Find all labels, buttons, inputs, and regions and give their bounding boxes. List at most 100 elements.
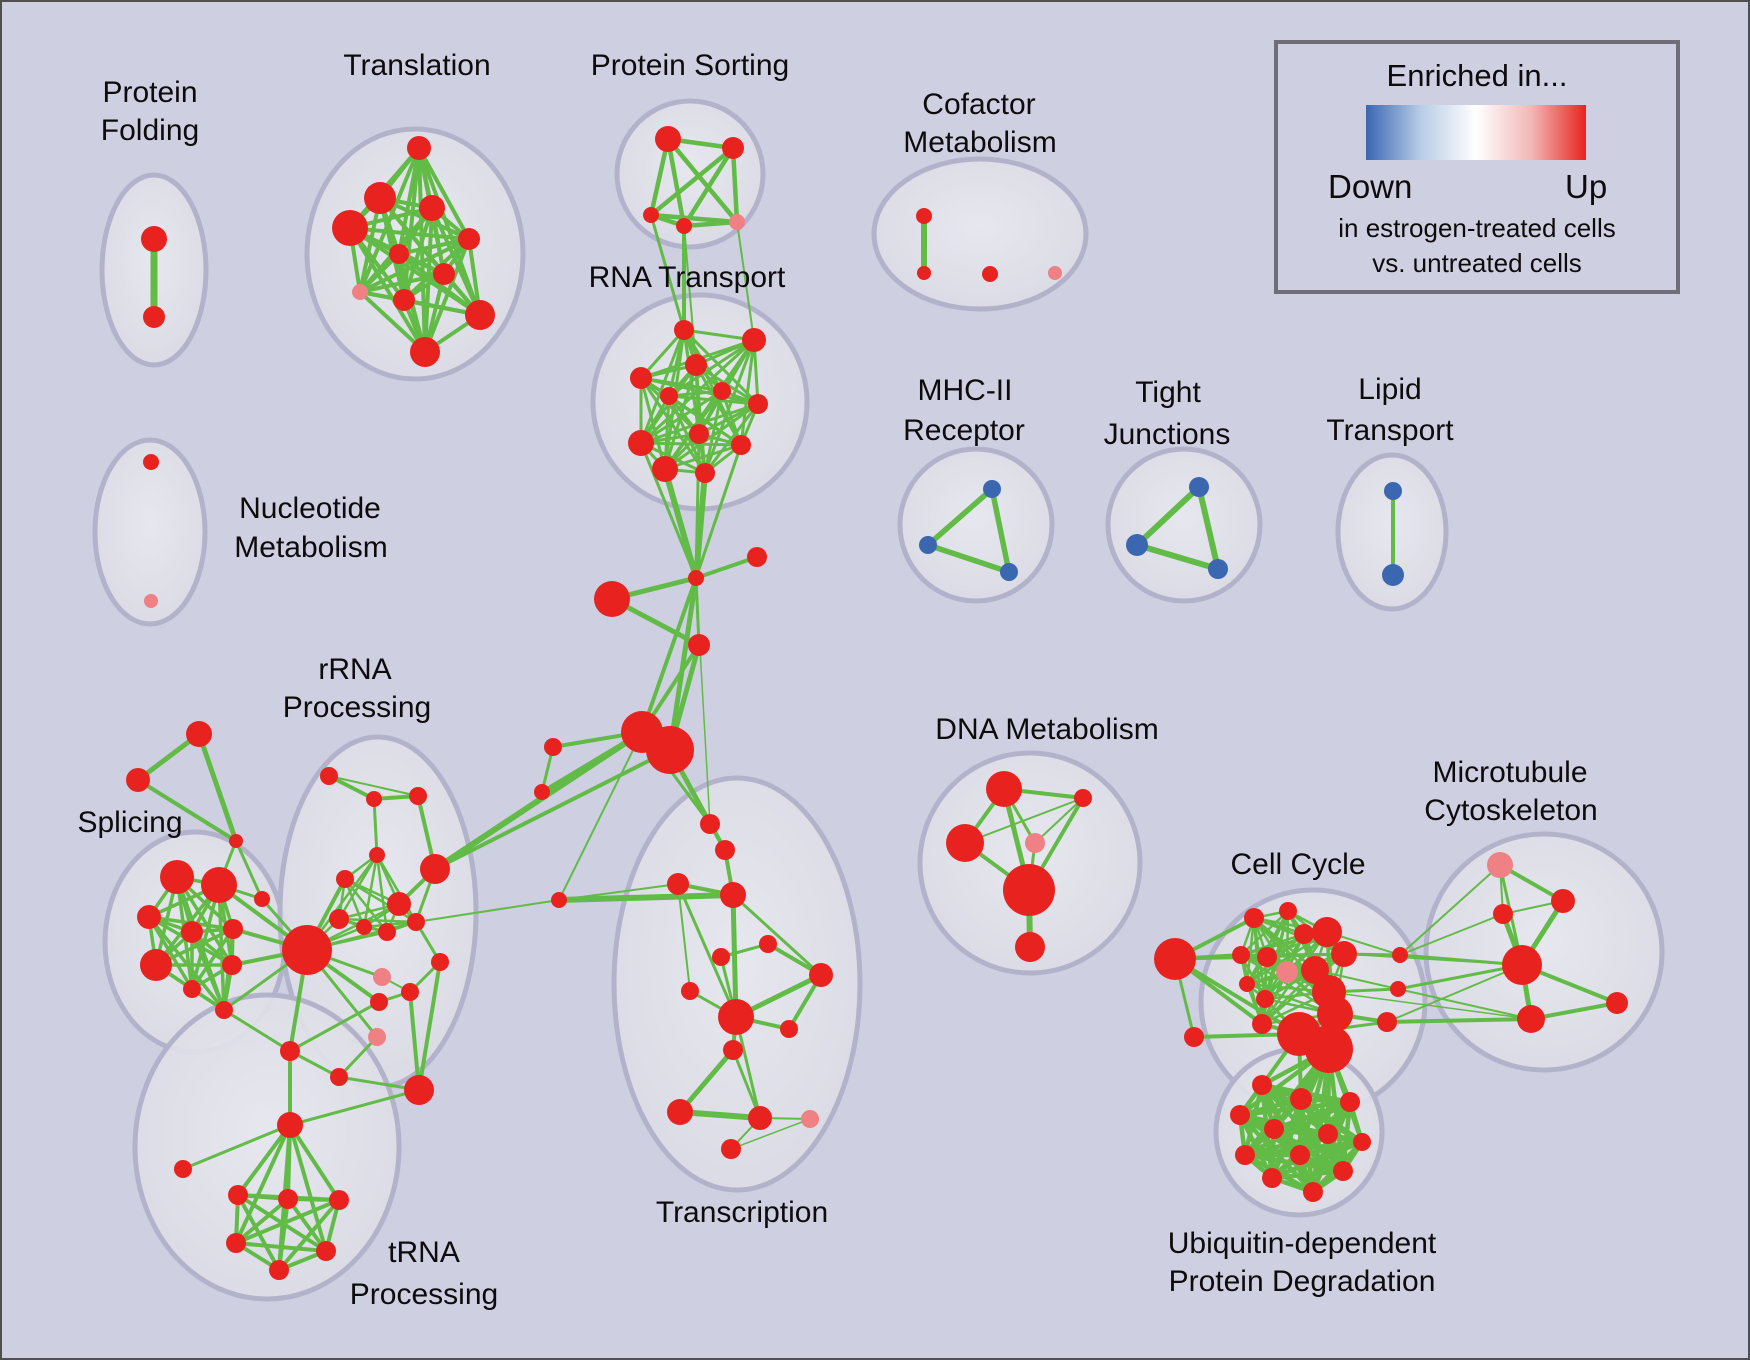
network-node-tn9 [226, 1233, 246, 1253]
cluster-ellipse-dna-metabolism [917, 750, 1143, 976]
network-node-cn3 [1377, 1012, 1397, 1032]
network-node-ccL [1154, 938, 1196, 980]
cluster-label-lipid-transport: Transport [1326, 414, 1454, 447]
network-edge [1396, 963, 1524, 991]
network-node-rt6 [713, 382, 731, 400]
cluster-label-microtubule-cytoskeleton: Microtubule [1432, 756, 1587, 789]
network-edge [683, 225, 697, 366]
network-node-tx15 [721, 1139, 741, 1159]
network-edge [375, 853, 418, 924]
network-node-lp2 [1382, 564, 1404, 586]
network-node-tn8 [329, 1190, 349, 1210]
network-node-tn3 [404, 1075, 434, 1105]
network-node-ps3 [643, 207, 659, 223]
network-node-ps5 [729, 214, 745, 230]
network-node-tx11 [723, 1040, 743, 1060]
network-node-sp7 [183, 980, 201, 998]
network-edge [639, 376, 760, 406]
network-edge [343, 877, 418, 924]
network-edge [663, 443, 743, 471]
network-edge [222, 1008, 292, 1053]
network-node-ub9 [1290, 1145, 1310, 1165]
network-edge [1529, 1001, 1619, 1021]
network-node-t2 [364, 182, 396, 214]
network-node-tx13 [748, 1106, 772, 1130]
network-edge [343, 877, 389, 934]
network-edge [1343, 953, 1523, 966]
network-edge [337, 1035, 379, 1079]
network-edge [677, 883, 691, 992]
network-node-rt11 [695, 463, 715, 483]
network-edge [1314, 969, 1399, 990]
network-edge [667, 575, 699, 753]
network-edge [1034, 797, 1084, 844]
network-node-pf2 [143, 306, 165, 328]
network-node-dm4 [1025, 833, 1045, 853]
network-node-hub2 [646, 726, 694, 774]
cluster-label-trna-processing: tRNA [388, 1236, 460, 1269]
network-node-cn1 [1392, 947, 1408, 963]
network-edge [1196, 484, 1221, 572]
cluster-label-protein-folding: Folding [101, 114, 199, 147]
network-edge [1328, 991, 1532, 1020]
network-edge [694, 443, 743, 580]
cluster-label-tight-junctions: Tight [1135, 376, 1201, 409]
network-edge [190, 927, 235, 991]
network-node-cc3 [1294, 924, 1314, 944]
network-node-rt2 [742, 328, 766, 352]
network-node-ps1 [655, 126, 681, 152]
network-edge [408, 990, 421, 1092]
network-edge [1385, 1017, 1533, 1024]
network-edge [328, 775, 419, 797]
network-node-rt5 [660, 387, 678, 405]
network-node-rr5 [336, 870, 354, 888]
network-node-ub1 [1252, 1075, 1272, 1095]
network-node-rr15 [370, 993, 388, 1011]
cluster-label-cell-cycle: Cell Cycle [1230, 848, 1365, 881]
network-node-ub11 [1262, 1168, 1282, 1188]
network-node-tri3 [229, 834, 243, 848]
network-node-t5 [458, 228, 480, 250]
network-edge [682, 328, 760, 406]
network-node-tn6 [228, 1185, 248, 1205]
network-edge [1399, 864, 1501, 956]
network-node-sp1 [160, 860, 194, 894]
network-node-dm3 [946, 824, 984, 862]
network-edge [432, 729, 645, 872]
network-node-tri1 [186, 721, 212, 747]
network-edge [925, 486, 995, 548]
network-node-dm6 [1015, 932, 1045, 962]
legend-title: Enriched in... [1386, 58, 1568, 93]
network-edge [288, 1088, 421, 1127]
network-edge [1134, 542, 1221, 572]
network-node-cc4 [1312, 917, 1342, 947]
legend-subtitle-line1: in estrogen-treated cells [1338, 213, 1616, 243]
network-node-ub12 [1303, 1182, 1323, 1202]
network-node-rr6 [420, 854, 450, 884]
network-edge [286, 1197, 328, 1253]
cluster-label-trna-processing: Processing [350, 1278, 498, 1311]
network-node-rr4 [369, 847, 385, 863]
network-edge [234, 1241, 328, 1253]
network-edge [731, 1048, 762, 1120]
network-node-ub10 [1333, 1161, 1353, 1181]
network-node-cf4 [1048, 266, 1062, 280]
network-edge [1245, 930, 1329, 986]
cluster-ellipse-mhc-ii-receptor [897, 446, 1055, 604]
network-node-rr11 [407, 913, 425, 931]
network-node-cc5 [1232, 946, 1250, 964]
network-edge [1399, 913, 1504, 956]
network-node-mt4 [1502, 945, 1542, 985]
network-node-c2 [747, 547, 767, 567]
network-node-rr10 [378, 923, 396, 941]
network-node-cf3 [982, 266, 998, 282]
cluster-label-protein-folding: Protein [102, 76, 197, 109]
network-node-rr3 [409, 787, 427, 805]
network-edge [667, 394, 760, 406]
network-edge [703, 338, 756, 475]
network-node-tx10 [780, 1020, 798, 1038]
network-edge [730, 892, 739, 1020]
network-node-tn7 [278, 1189, 298, 1209]
network-node-t10 [465, 300, 495, 330]
